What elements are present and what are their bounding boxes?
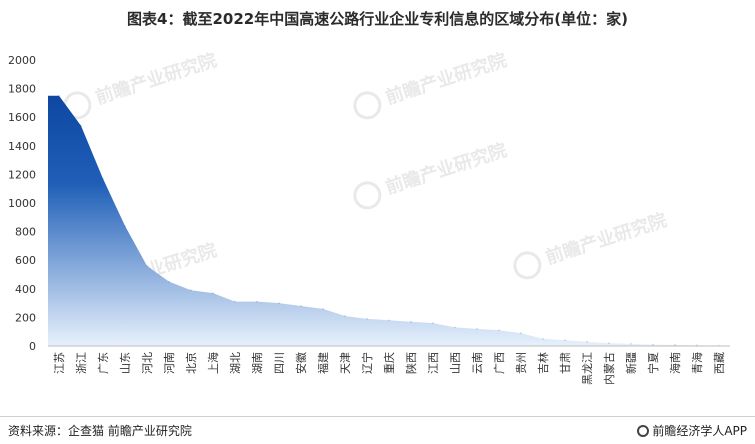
x-tick-label: 重庆	[382, 352, 396, 374]
y-tick-label: 0	[29, 340, 36, 353]
x-tick-label: 江苏	[53, 352, 66, 374]
data-point	[586, 340, 588, 343]
area-chart: 0 200 400 600 800 1000 1200 1400 1600 1800 2000 江苏浙…	[8, 54, 730, 385]
data-point	[432, 322, 434, 324]
data-point	[234, 300, 236, 303]
data-point	[300, 305, 302, 307]
x-tick-label: 西藏	[713, 352, 726, 374]
y-tick-label: 2000	[8, 54, 36, 67]
x-tick-label: 河南	[163, 352, 176, 374]
y-tick-label: 400	[15, 283, 36, 296]
y-tick-label: 800	[15, 226, 36, 239]
x-tick-label: 海南	[668, 352, 682, 374]
x-tick-label: 山东	[119, 352, 132, 374]
source-note: 资料来源：企查猫 前瞻产业研究院	[8, 424, 192, 438]
data-point	[542, 338, 544, 340]
x-tick-label: 辽宁	[360, 352, 374, 374]
qianzhan-logo-icon	[637, 425, 650, 437]
y-tick-label: 1800	[8, 83, 36, 96]
x-tick-label: 广西	[493, 352, 506, 374]
data-point	[388, 319, 390, 322]
x-tick-label: 江西	[427, 352, 440, 374]
data-point	[146, 265, 148, 267]
data-point	[366, 318, 368, 320]
data-point	[652, 343, 654, 346]
x-tick-label: 湖南	[251, 352, 264, 374]
data-point	[278, 302, 280, 304]
brand-label: 前瞻经济学人APP	[637, 422, 747, 439]
data-point	[124, 225, 126, 227]
x-tick-label: 吉林	[536, 352, 550, 374]
data-point	[58, 94, 60, 97]
data-point	[564, 339, 566, 342]
data-point	[630, 343, 632, 345]
x-tick-label: 广东	[97, 352, 110, 374]
data-point	[212, 292, 214, 294]
data-point	[168, 280, 170, 283]
data-point	[520, 332, 522, 334]
y-tick-label: 1200	[8, 168, 36, 181]
x-tick-label: 云南	[471, 352, 484, 374]
x-tick-label: 青海	[690, 352, 704, 374]
x-tick-label: 湖北	[229, 352, 242, 374]
x-tick-label: 黑龙江	[581, 352, 594, 385]
data-point	[608, 342, 610, 344]
data-point	[344, 315, 346, 317]
x-tick-label: 北京	[184, 352, 198, 374]
data-point	[476, 328, 478, 330]
x-tick-label: 四川	[273, 352, 286, 374]
data-point	[322, 308, 324, 310]
x-tick-label: 安徽	[294, 352, 308, 374]
x-tick-label: 内蒙古	[602, 352, 616, 385]
y-tick-label: 1400	[8, 140, 36, 153]
data-point	[256, 300, 258, 303]
x-tick-label: 贵州	[515, 352, 528, 374]
x-tick-label: 浙江	[75, 352, 88, 374]
data-point	[498, 329, 500, 332]
footer: 资料来源：企查猫 前瞻产业研究院 前瞻经济学人APP	[0, 416, 755, 444]
x-tick-label: 宁夏	[646, 352, 660, 374]
data-point	[454, 326, 456, 329]
y-tick-label: 600	[15, 254, 36, 267]
data-point	[410, 320, 412, 323]
area-series	[48, 95, 730, 346]
chart-title: 图表4：截至2022年中国高速公路行业企业专利信息的区域分布(单位：家)	[127, 10, 628, 28]
y-tick-label: 1600	[8, 111, 36, 124]
data-point	[190, 289, 192, 292]
footer-divider	[0, 416, 755, 417]
x-tick-label: 上海	[206, 352, 220, 374]
x-tick-label: 福建	[316, 352, 330, 374]
x-tick-label: 陕西	[404, 352, 418, 374]
data-point	[80, 124, 82, 127]
y-tick-label: 1000	[8, 197, 36, 210]
y-tick-label: 200	[15, 311, 36, 324]
x-tick-label: 河北	[141, 352, 154, 374]
x-tick-label: 甘肃	[559, 352, 572, 374]
data-point	[674, 344, 676, 346]
x-tick-label: 天津	[339, 352, 352, 374]
x-tick-label: 山西	[449, 352, 462, 374]
data-point	[102, 177, 104, 180]
x-tick-label: 新疆	[624, 352, 638, 374]
